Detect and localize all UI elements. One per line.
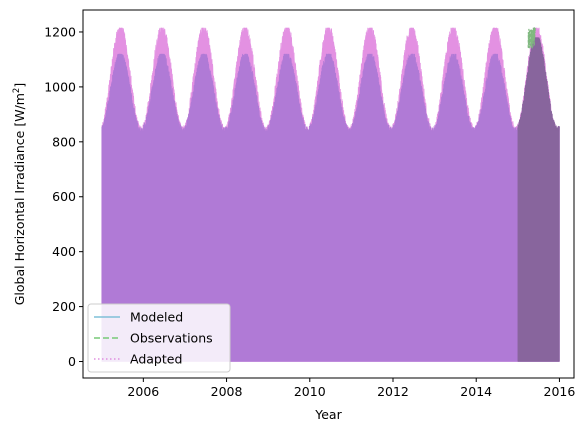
- observations-peak-line: [527, 26, 536, 49]
- observations-area: [517, 37, 560, 362]
- x-tick-label: 2008: [211, 384, 243, 399]
- axes-frame: [82, 9, 575, 379]
- x-tick-label: 2006: [127, 384, 159, 399]
- x-tick-label: 2010: [294, 384, 326, 399]
- legend-label: Adapted: [130, 352, 182, 367]
- y-tick-label: 1200: [44, 24, 76, 39]
- y-axis-label: Global Horizontal Irradiance [W/m2]: [12, 83, 27, 306]
- legend-entry-modeled: Modeled: [94, 310, 183, 325]
- y-axis-label-end: ]: [12, 83, 27, 88]
- legend-box: [87, 303, 231, 373]
- y-tick-label: 600: [52, 189, 76, 204]
- legend-label: Modeled: [130, 310, 183, 325]
- y-axis-label-main: Global Horizontal Irradiance [W/m: [12, 93, 27, 305]
- y-axis: 0 200 400 600 800 1000 1200: [44, 24, 83, 369]
- legend-label: Observations: [130, 331, 213, 346]
- y-tick-label: 0: [68, 354, 76, 369]
- x-axis: 2006 2008 2010 2012 2014 2016: [127, 378, 575, 399]
- y-tick-label: 1000: [44, 79, 76, 94]
- y-tick-label: 400: [52, 244, 76, 259]
- modeled-area: [101, 53, 560, 362]
- x-tick-label: 2012: [377, 384, 409, 399]
- legend: Modeled Observations Adapted: [87, 303, 231, 373]
- legend-entry-observations: Observations: [94, 331, 213, 346]
- x-tick-label: 2016: [544, 384, 576, 399]
- y-tick-label: 200: [52, 299, 76, 314]
- plot-area: [101, 26, 560, 362]
- y-axis-label-superscript: 2: [12, 88, 22, 93]
- legend-entry-adapted: Adapted: [94, 352, 182, 367]
- x-tick-label: 2014: [460, 384, 492, 399]
- y-tick-label: 800: [52, 134, 76, 149]
- x-axis-label: Year: [314, 407, 342, 422]
